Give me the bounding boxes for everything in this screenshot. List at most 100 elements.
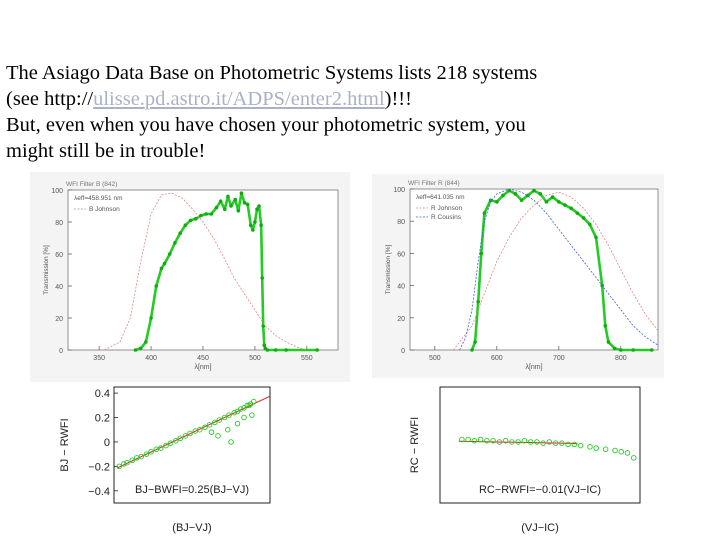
data-point xyxy=(261,324,266,328)
data-point xyxy=(215,433,221,439)
data-point xyxy=(315,348,320,352)
chart-b-color-relation: −0.4 −0.2 0 0.2 0.4 BJ − RWFI BJ−BWFI=0.25(BJ−… xyxy=(54,383,274,540)
data-point xyxy=(216,417,223,423)
data-point xyxy=(631,348,635,352)
data-point xyxy=(618,448,624,455)
y-axis-label: RC − RWFI xyxy=(409,417,421,473)
data-point xyxy=(209,212,214,216)
data-point xyxy=(513,192,518,196)
plot-frame xyxy=(67,189,339,351)
adps-link[interactable]: ulisse.pd.astro.it/ADPS/enter2.html xyxy=(93,88,385,110)
y-tick-label: 0 xyxy=(401,348,405,355)
data-point xyxy=(172,437,179,444)
data-point xyxy=(507,188,511,193)
x-tick-label: 450 xyxy=(197,355,209,362)
y-tick-label: 0.2 xyxy=(95,413,110,425)
data-point xyxy=(544,200,549,204)
data-point xyxy=(515,439,521,445)
data-point xyxy=(237,406,244,412)
data-point xyxy=(532,188,536,193)
y-tick-label: 100 xyxy=(51,188,63,195)
chart-title: WFI Filter B (842) xyxy=(66,181,117,188)
data-point xyxy=(255,207,259,211)
data-point xyxy=(167,252,172,256)
data-point xyxy=(612,346,617,351)
data-point xyxy=(218,199,223,203)
y-tick-label: 60 xyxy=(397,251,405,258)
data-point xyxy=(178,231,182,235)
data-point xyxy=(479,251,484,256)
data-point xyxy=(569,206,573,211)
data-point xyxy=(208,429,215,435)
data-point xyxy=(559,440,565,446)
data-point xyxy=(521,437,528,444)
data-point xyxy=(193,217,198,221)
data-point xyxy=(242,201,247,205)
chart-title: WFI Filter R (844) xyxy=(408,180,460,187)
x-axis-label: λ[nm] xyxy=(194,364,211,371)
data-point xyxy=(526,193,530,198)
data-point xyxy=(221,414,228,421)
data-point xyxy=(571,441,578,448)
series-line-reference xyxy=(453,191,659,351)
data-point xyxy=(262,343,267,347)
data-point xyxy=(473,340,477,344)
data-point xyxy=(540,440,546,446)
data-point xyxy=(206,422,213,428)
data-point xyxy=(619,348,623,352)
data-point xyxy=(233,197,237,202)
data-point xyxy=(248,223,253,227)
chart-wfi-b-transmission: 0 20 40 60 80 100 350 400 450 500 550 λ[nm] Transmis… xyxy=(30,172,350,382)
data-point xyxy=(587,444,593,450)
data-point xyxy=(509,439,515,445)
data-point xyxy=(273,348,278,352)
data-point xyxy=(188,218,193,223)
data-point xyxy=(226,194,230,199)
data-point xyxy=(588,222,592,227)
data-point xyxy=(124,459,130,466)
plot-frame xyxy=(409,188,659,351)
data-point xyxy=(496,439,503,445)
y-tick-label: 60 xyxy=(55,252,63,259)
y-tick-label: −0.2 xyxy=(88,461,110,473)
x-tick-label: 800 xyxy=(615,355,627,362)
data-point xyxy=(602,446,609,453)
data-point xyxy=(224,426,231,433)
data-point xyxy=(154,284,159,288)
data-point xyxy=(199,213,203,218)
data-point xyxy=(260,276,264,280)
data-point xyxy=(211,419,218,426)
text-line-4: might still be in trouble! xyxy=(6,140,206,162)
data-point xyxy=(624,450,631,456)
lambda-eff-annotation: λeff=641.035 nm xyxy=(416,194,465,201)
fit-equation: BJ−BWFI=0.25(BJ−VJ) xyxy=(135,484,249,496)
series-line-reference xyxy=(459,188,659,351)
x-axis-label: (BJ−VJ) xyxy=(172,522,211,534)
data-point xyxy=(565,441,571,448)
data-point xyxy=(229,204,233,208)
y-tick-label: 0 xyxy=(59,348,63,355)
data-point xyxy=(163,442,169,449)
chart-wfi-r-transmission: 0 20 40 60 80 100 500 600 700 800 λ[nm] Transmissio… xyxy=(372,174,664,378)
y-tick-label: 0 xyxy=(104,437,110,449)
series-line-wfi xyxy=(470,189,652,352)
data-point xyxy=(563,203,567,207)
data-point xyxy=(470,348,474,352)
series-line-wfi xyxy=(135,191,318,352)
data-point xyxy=(138,453,145,460)
data-point xyxy=(138,346,143,351)
data-point xyxy=(577,442,584,449)
data-point xyxy=(527,439,534,445)
data-point xyxy=(236,209,241,213)
data-point xyxy=(239,191,244,195)
legend-entry: B Johnson xyxy=(89,206,120,213)
text-line-2-prefix: (see http:// xyxy=(6,88,94,110)
data-point xyxy=(249,412,255,418)
y-tick-label: 20 xyxy=(397,316,405,323)
data-point xyxy=(502,437,509,444)
data-point xyxy=(223,207,227,211)
data-point xyxy=(519,198,524,203)
data-point xyxy=(183,223,188,227)
data-point xyxy=(581,216,586,220)
data-point xyxy=(606,340,611,344)
